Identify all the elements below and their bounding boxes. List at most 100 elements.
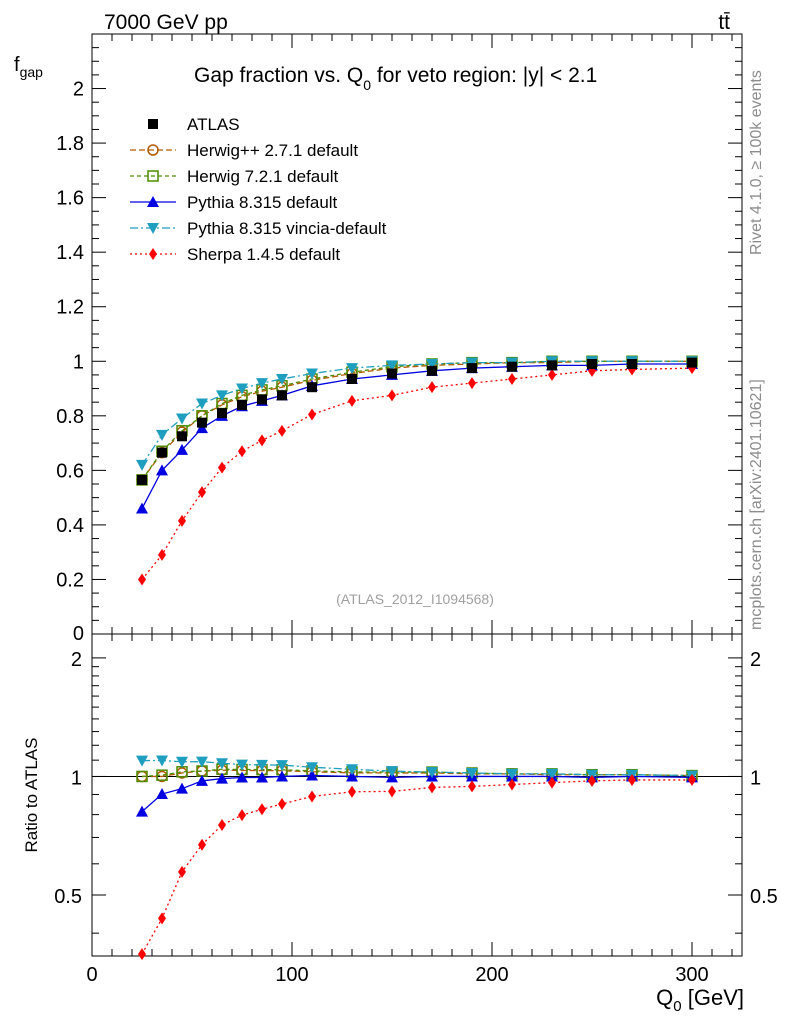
ratio-point-pythia-8-315-vincia-default: [156, 755, 168, 767]
data-point-atlas: [237, 399, 247, 410]
legend-label-herwig-2-7-1-default: Herwig++ 2.7.1 default: [187, 141, 358, 160]
ratio-point-pythia-8-315-vincia-default: [216, 758, 228, 770]
legend-label-herwig-7-2-1-default: Herwig 7.2.1 default: [187, 167, 338, 186]
data-point-sherpa-1-4-5-default: [468, 377, 476, 390]
ratio-y-tick-label: 0.5: [54, 886, 82, 908]
ratio-point-pythia-8-315-default: [256, 771, 268, 783]
ratio-point-pythia-8-315-vincia-default: [506, 768, 518, 780]
x-axis-label-main: Q: [656, 985, 673, 1010]
analysis-id: (ATLAS_2012_I1094568): [336, 591, 494, 607]
data-point-atlas: [217, 408, 227, 419]
ratio-point-sherpa-1-4-5-default: [468, 780, 476, 793]
series-line-pythia-8-315-vincia-default: [141, 360, 692, 466]
y-tick-label: 0.2: [56, 569, 84, 591]
legend-label-pythia-8-315-default: Pythia 8.315 default: [187, 193, 338, 212]
data-point-atlas: [197, 417, 207, 428]
ratio-point-pythia-8-315-default: [346, 770, 358, 782]
mcplots-reference-note: mcplots.cern.ch [arXiv:2401.10621]: [748, 379, 765, 630]
data-point-pythia-8-315-vincia-default: [176, 413, 188, 425]
ratio-point-pythia-8-315-default: [276, 770, 288, 782]
ratio-point-pythia-8-315-default: [306, 769, 318, 781]
data-point-atlas: [507, 361, 517, 372]
data-point-sherpa-1-4-5-default: [198, 486, 206, 499]
data-point-sherpa-1-4-5-default: [348, 394, 356, 407]
data-point-pythia-8-315-vincia-default: [256, 378, 268, 390]
data-point-sherpa-1-4-5-default: [508, 373, 516, 385]
data-point-pythia-8-315-vincia-default: [156, 429, 168, 441]
ratio-point-pythia-8-315-vincia-default: [346, 764, 358, 776]
data-point-pythia-8-315-vincia-default: [236, 383, 248, 395]
ratio-point-pythia-8-315-default: [136, 805, 148, 817]
main-panel: 0 0.2 0.4 0.6 0.8 1 1.2 1.4 1.6 1.8 2 fgap Gap fra…: [14, 33, 743, 645]
data-point-pythia-8-315-default: [136, 502, 148, 514]
ratio-panel: 0.5 1 2 0.5 1 2 Ratio to ATLAS: [22, 633, 778, 961]
legend-marker-herwig-2-7-1-default: [147, 144, 159, 156]
ratio-point-pythia-8-315-default: [236, 771, 248, 783]
ratio-point-pythia-8-315-default: [196, 774, 208, 786]
ratio-point-sherpa-1-4-5-default: [388, 785, 396, 798]
legend-label-atlas: ATLAS: [187, 115, 240, 134]
data-point-atlas: [347, 374, 357, 384]
chart-title: Gap fraction vs. Q0 for veto region: |y|…: [194, 64, 597, 93]
rivet-version-note: Rivet 4.1.0, ≥ 100k events: [748, 70, 765, 255]
data-point-atlas: [307, 382, 317, 393]
ratio-point-sherpa-1-4-5-default: [348, 785, 356, 798]
ratio-point-pythia-8-315-vincia-default: [306, 762, 318, 774]
ratio-point-pythia-8-315-vincia-default: [466, 767, 478, 779]
ratio-point-sherpa-1-4-5-default: [138, 948, 146, 961]
x-axis-label-rest: [GeV]: [682, 985, 744, 1010]
ratio-point-pythia-8-315-vincia-default: [176, 756, 188, 768]
data-point-sherpa-1-4-5-default: [218, 461, 226, 474]
legend-marker-pythia-8-315-default: [147, 196, 159, 207]
data-point-pythia-8-315-default: [156, 464, 168, 476]
y-tick-label: 1: [73, 351, 84, 373]
data-point-pythia-8-315-vincia-default: [346, 363, 358, 375]
data-point-pythia-8-315-vincia-default: [386, 360, 398, 372]
ratio-point-sherpa-1-4-5-default: [588, 774, 596, 787]
ratio-point-pythia-8-315-vincia-default: [426, 767, 438, 779]
data-point-pythia-8-315-vincia-default: [306, 368, 318, 380]
y-axis-label-sub: gap: [20, 64, 44, 80]
ratio-point-sherpa-1-4-5-default: [198, 838, 206, 851]
ratio-point-pythia-8-315-vincia-default: [386, 766, 398, 778]
x-axis-label: Q0 [GeV]: [656, 985, 744, 1015]
data-point-atlas: [547, 360, 557, 371]
data-point-pythia-8-315-vincia-default: [216, 390, 228, 402]
data-point-sherpa-1-4-5-default: [238, 445, 246, 458]
ratio-point-pythia-8-315-vincia-default: [276, 760, 288, 772]
legend: ATLAS Herwig++ 2.7.1 default Herwig 7.2.1 …: [130, 115, 387, 264]
ratio-point-sherpa-1-4-5-default: [278, 797, 286, 810]
ratio-point-sherpa-1-4-5-default: [218, 818, 226, 831]
ratio-point-sherpa-1-4-5-default: [238, 809, 246, 822]
y-tick-label: 1.4: [56, 242, 84, 264]
y-tick-label: 1.8: [56, 133, 84, 155]
legend-label-sherpa-1-4-5-default: Sherpa 1.4.5 default: [187, 245, 340, 264]
legend-marker-herwig-7-2-1-default: [147, 170, 159, 182]
ratio-point-sherpa-1-4-5-default: [548, 776, 556, 789]
ratio-point-pythia-8-315-default: [216, 772, 228, 784]
ratio-y-tick-label-right: 2: [750, 649, 761, 671]
ratio-y-axis-label: Ratio to ATLAS: [22, 738, 41, 853]
ratio-point-sherpa-1-4-5-default: [308, 790, 316, 803]
x-axis-label-sub: 0: [673, 998, 681, 1015]
ratio-y-tick-label-right: 0.5: [750, 886, 778, 908]
x-tick-label: 300: [675, 964, 708, 986]
legend-marker-pythia-8-315-vincia-default: [147, 223, 159, 234]
data-point-pythia-8-315-default: [176, 443, 188, 455]
ratio-point-pythia-8-315-default: [156, 788, 168, 800]
chart-title-rest: for veto region: |y| < 2.1: [371, 64, 597, 87]
x-tick-label: 0: [86, 964, 97, 986]
header-energy: 7000 GeV pp: [104, 11, 228, 34]
data-point-sherpa-1-4-5-default: [258, 434, 266, 447]
data-point-sherpa-1-4-5-default: [308, 408, 316, 421]
ratio-point-pythia-8-315-vincia-default: [136, 755, 148, 767]
ratio-point-pythia-8-315-default: [176, 782, 188, 794]
data-point-sherpa-1-4-5-default: [278, 424, 286, 437]
chart-title-main: Gap fraction vs. Q: [194, 64, 363, 87]
ratio-line-sherpa-1-4-5-default: [141, 779, 693, 955]
data-point-atlas: [467, 363, 477, 374]
y-tick-label: 0.6: [56, 460, 84, 482]
ratio-point-sherpa-1-4-5-default: [178, 865, 186, 878]
ratio-y-tick-label-right: 1: [750, 767, 761, 789]
